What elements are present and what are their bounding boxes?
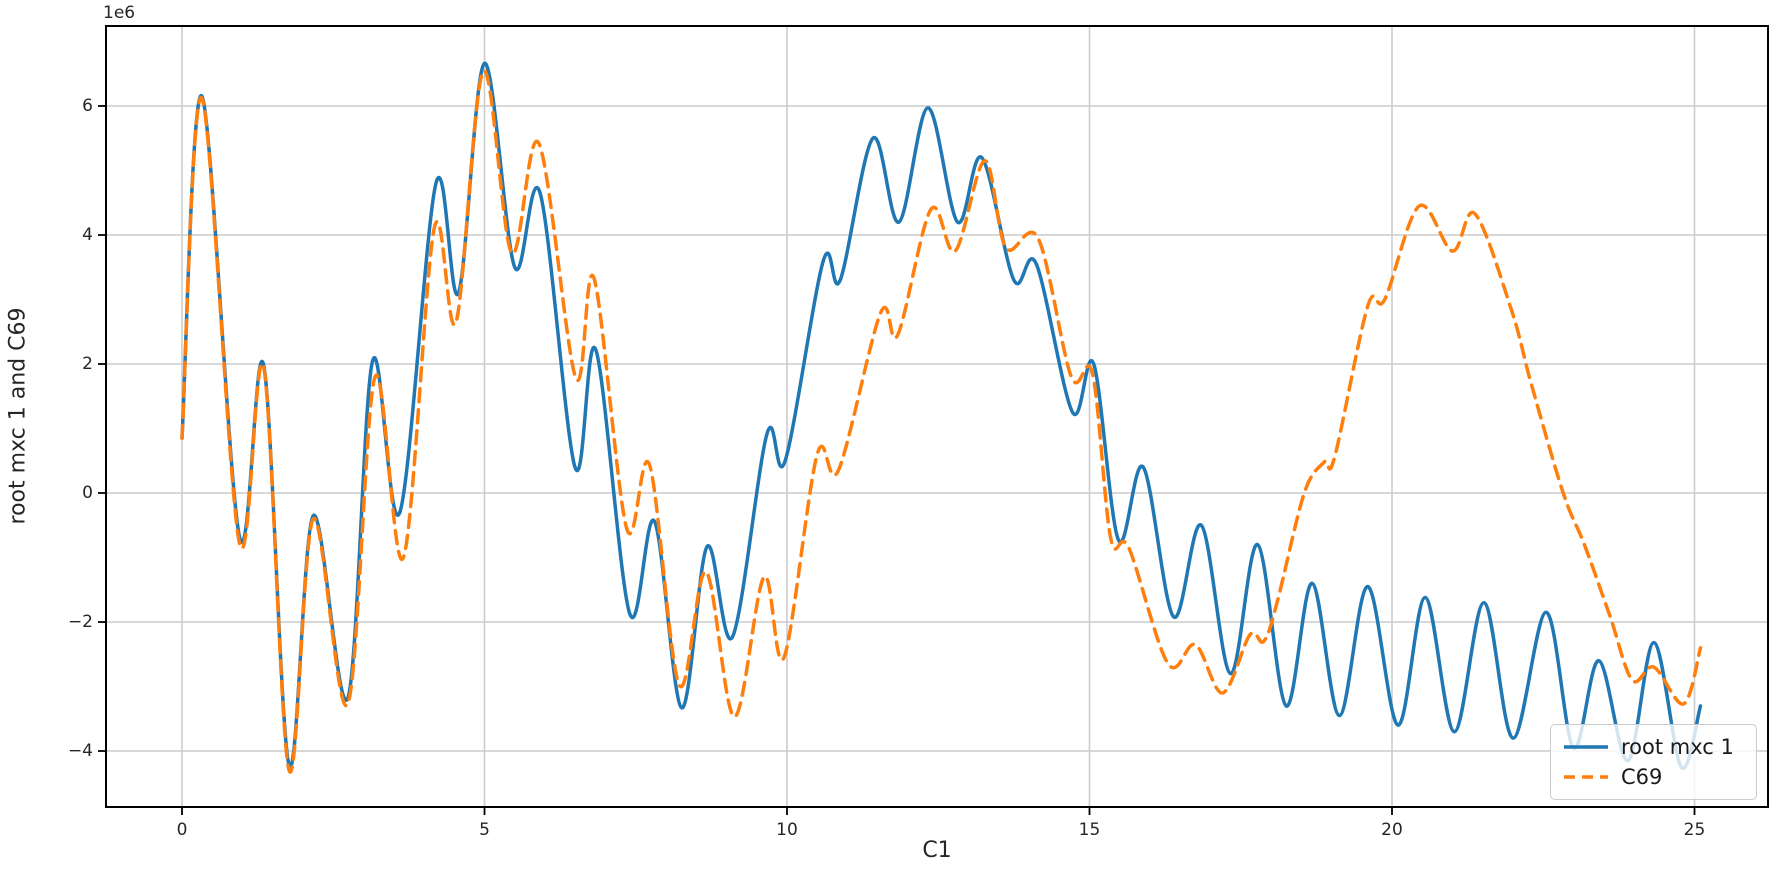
y-tick-label: 2 [82,354,93,374]
y-tick-label: 6 [82,96,93,116]
y-tick-label: 4 [82,225,93,245]
legend-item: root mxc 1 [1563,735,1746,759]
series-path-root-mxc-1 [180,61,1703,770]
x-tick-label: 25 [1683,820,1706,840]
y-tick-label: −2 [67,612,93,632]
y-axis-offset-label: 1e6 [103,3,136,23]
y-tick-label: −4 [67,741,93,761]
y-tick-label: 0 [82,483,93,503]
x-tick-label: 0 [176,820,188,840]
y-axis-label: root mxc 1 and C69 [5,307,31,525]
legend-label: C69 [1621,765,1663,789]
plot-border [105,25,1769,808]
x-tick-label: 10 [776,820,798,840]
series-path-c69 [180,69,1703,774]
x-tick-label: 5 [479,820,490,840]
x-tick-label: 15 [1078,820,1101,840]
legend: root mxc 1 C69 [1550,724,1757,800]
legend-dashed-line-icon [1564,775,1608,779]
legend-solid-line-icon [1564,745,1608,749]
legend-label: root mxc 1 [1621,735,1734,759]
x-axis-label: C1 [922,838,952,863]
legend-item: C69 [1563,765,1746,789]
x-tick-label: 20 [1381,820,1403,840]
